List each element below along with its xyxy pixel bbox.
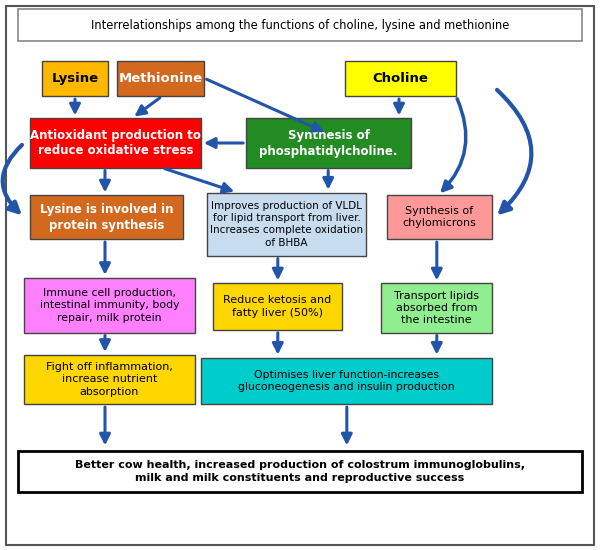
Text: Methionine: Methionine [118,72,203,85]
FancyBboxPatch shape [18,9,582,41]
Text: Antioxidant production to
reduce oxidative stress: Antioxidant production to reduce oxidati… [30,129,201,157]
Text: Fight off inflammation,
increase nutrient
absorption: Fight off inflammation, increase nutrien… [46,362,173,397]
Text: Transport lipids
absorbed from
the intestine: Transport lipids absorbed from the intes… [394,290,479,326]
FancyBboxPatch shape [18,451,582,492]
Text: Synthesis of
chylomicrons: Synthesis of chylomicrons [403,206,476,228]
Text: Synthesis of
phosphatidylcholine.: Synthesis of phosphatidylcholine. [259,129,398,157]
FancyBboxPatch shape [42,60,108,96]
Text: Interrelationships among the functions of choline, lysine and methionine: Interrelationships among the functions o… [91,19,509,32]
FancyBboxPatch shape [387,195,492,239]
Text: Optimises liver function-increases
gluconeogenesis and insulin production: Optimises liver function-increases gluco… [238,370,455,392]
FancyBboxPatch shape [30,118,201,168]
FancyBboxPatch shape [207,192,366,256]
Text: Better cow health, increased production of colostrum immunoglobulins,
milk and m: Better cow health, increased production … [75,460,525,483]
Text: Improves production of VLDL
for lipid transport from liver.
Increases complete o: Improves production of VLDL for lipid tr… [210,201,363,248]
Text: Lysine: Lysine [52,72,98,85]
FancyBboxPatch shape [24,355,195,404]
FancyBboxPatch shape [345,60,456,96]
FancyBboxPatch shape [213,283,342,330]
FancyBboxPatch shape [246,118,411,168]
FancyBboxPatch shape [201,358,492,404]
Text: Reduce ketosis and
fatty liver (50%): Reduce ketosis and fatty liver (50%) [223,295,332,318]
Text: Immune cell production,
intestinal immunity, body
repair, milk protein: Immune cell production, intestinal immun… [40,288,179,323]
FancyBboxPatch shape [117,60,204,96]
Text: Lysine is involved in
protein synthesis: Lysine is involved in protein synthesis [40,203,173,232]
FancyBboxPatch shape [30,195,183,239]
FancyBboxPatch shape [381,283,492,333]
Text: Choline: Choline [373,72,428,85]
FancyBboxPatch shape [24,278,195,333]
